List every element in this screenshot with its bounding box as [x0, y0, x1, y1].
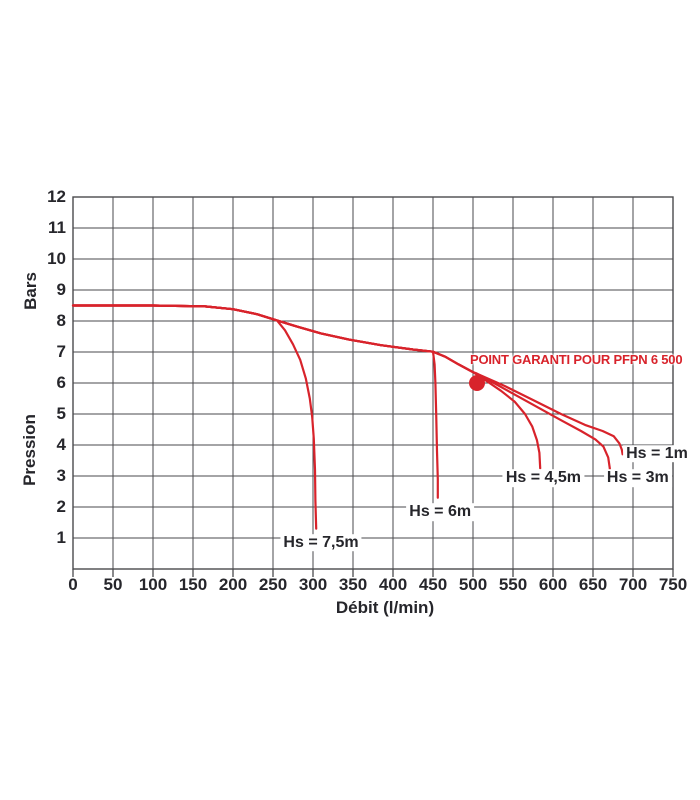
curve-hs-6m	[71, 304, 439, 499]
curve-hs-7-5m	[71, 304, 318, 530]
guaranteed-point-dot	[469, 375, 485, 391]
curve-hs-1m	[71, 304, 624, 456]
curve-hs-3m	[71, 304, 611, 474]
plot-border	[72, 196, 674, 570]
